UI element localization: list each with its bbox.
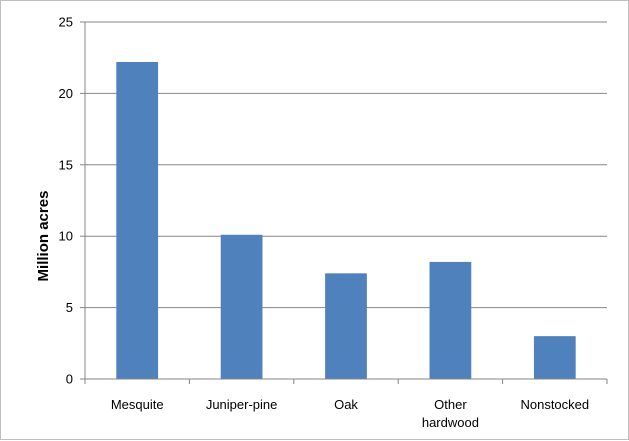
axes (80, 21, 608, 384)
bar (220, 234, 263, 379)
x-tick-label-line: Other (434, 397, 467, 412)
y-tick-labels: 0 5 10 15 20 25 (59, 15, 73, 387)
x-tick-label-line: Mesquite (111, 397, 164, 412)
x-tick-label-line: hardwood (422, 415, 479, 430)
x-tick-label-line: Juniper-pine (206, 397, 278, 412)
y-tick-label: 0 (66, 372, 73, 387)
x-tick-labels: Mesquite Juniper-pine Oak Other hardwood Nons… (111, 397, 589, 430)
bar (429, 261, 472, 379)
bar (116, 61, 159, 379)
bar (325, 273, 367, 379)
x-tick-label: Oak (334, 397, 358, 412)
bar (533, 336, 576, 379)
y-tick-label: 20 (59, 86, 73, 101)
y-axis-title: Million acres (35, 191, 52, 282)
y-tick-label: 25 (59, 15, 73, 30)
y-tick-label: 5 (66, 300, 73, 315)
y-tick-label: 10 (59, 229, 73, 244)
y-tick-label: 15 (59, 157, 73, 172)
x-tick-label: Other hardwood (422, 397, 479, 430)
x-tick-label: Juniper-pine (206, 397, 278, 412)
x-tick-label-line: Oak (334, 397, 358, 412)
x-tick-label: Nonstocked (520, 397, 589, 412)
gridlines (85, 21, 607, 309)
bars (116, 61, 576, 379)
x-tick-label: Mesquite (111, 397, 164, 412)
x-tick-label-line: Nonstocked (520, 397, 589, 412)
